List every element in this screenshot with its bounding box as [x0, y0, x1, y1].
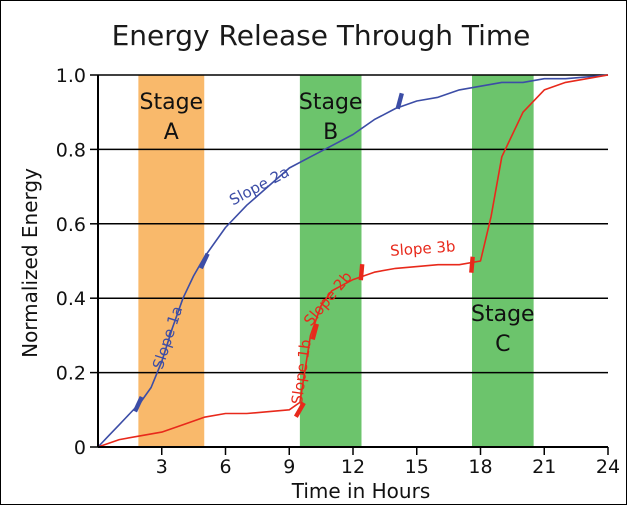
series-line-0 [97, 74, 609, 448]
x-tick-label: 15 [405, 456, 429, 478]
x-tick-label: 6 [219, 456, 231, 478]
slope-marker [358, 263, 365, 281]
slope-marker [293, 401, 306, 418]
slope-marker [198, 252, 210, 270]
slope-annotation: Slope 3b [390, 237, 457, 260]
series-lines [97, 74, 609, 448]
slope-annotation: Slope 2a [226, 163, 292, 209]
slope-marker [469, 256, 475, 273]
x-axis-label: Time in Hours [291, 479, 431, 503]
x-tick-label: 3 [156, 456, 168, 478]
slope-markers [133, 92, 475, 418]
y-axis-label: Normalized Energy [18, 168, 42, 358]
stage-label-2: Stage [471, 302, 535, 327]
stage-band-1 [299, 75, 362, 447]
series-line-1 [97, 74, 609, 448]
stage-label-0: Stage [140, 90, 204, 115]
x-tick-label: 24 [596, 456, 620, 478]
y-tick-label: 0 [74, 437, 86, 459]
x-tick-label: 18 [468, 456, 492, 478]
tick-labels: 3 6 9 12 15 18 21 24 0 0.2 0.4 0.6 0.8 1.0 [56, 65, 620, 478]
axes [90, 74, 609, 455]
stage-band-0 [138, 75, 205, 447]
stage-band-2 [472, 75, 534, 447]
y-tick-label: 0.8 [56, 139, 86, 161]
chart-title: Energy Release Through Time [112, 19, 531, 52]
slope-marker [310, 323, 319, 340]
stage-bands [138, 75, 534, 447]
stage-labels: Stage A Stage B Stage C [140, 90, 535, 357]
slope-marker [395, 92, 404, 110]
stage-label-0: A [164, 120, 179, 145]
y-tick-label: 0.6 [56, 214, 86, 236]
x-tick-label: 21 [532, 456, 556, 478]
x-tick-label: 9 [283, 456, 295, 478]
y-tick-label: 0.4 [56, 288, 86, 310]
stage-label-1: B [323, 120, 338, 145]
y-tick-label: 1.0 [56, 65, 86, 87]
x-tick-label: 12 [341, 456, 365, 478]
y-tick-label: 0.2 [56, 363, 86, 385]
stage-label-2: C [495, 332, 510, 357]
stage-label-1: Stage [299, 90, 363, 115]
slope-marker [133, 396, 144, 413]
